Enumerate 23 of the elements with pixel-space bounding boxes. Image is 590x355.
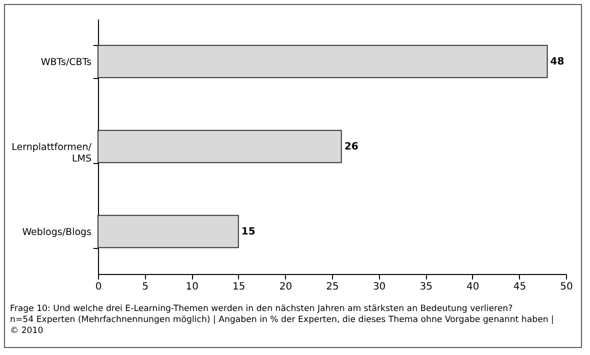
x-tick-label: 45 — [513, 282, 526, 292]
y-tick-label: Lernplattformen/ LMS — [12, 142, 92, 164]
y-tick-label: Weblogs/Blogs — [22, 227, 92, 238]
bar — [98, 130, 342, 164]
data-label: 26 — [344, 142, 358, 152]
text: © 2010 — [10, 326, 44, 337]
x-tick-label: 25 — [326, 282, 339, 292]
x-tick-label: 50 — [560, 282, 573, 292]
x-tick-label: 10 — [186, 282, 198, 292]
x-tick-label: 0 — [95, 282, 102, 292]
bar — [98, 214, 239, 248]
data-label: 15 — [241, 226, 256, 238]
data-label: 48 — [550, 56, 564, 68]
text: Frage 10: Und welche drei E-Learning-Themen werden in den nächsten Jahren am stärksten an Bedeutung verlieren? — [10, 304, 514, 315]
bar — [98, 44, 548, 78]
x-tick-label: 40 — [466, 282, 480, 292]
y-tick-label: WBTs/CBTs — [40, 57, 92, 68]
x-tick-label: 30 — [372, 282, 386, 292]
x-tick-label: 20 — [279, 282, 292, 292]
text: n=54 Experten (Mehrfachnennungen möglich) | Angaben in % der Experten, die dieses Thema ohne Vorgabe genannt haben | — [10, 315, 554, 326]
x-tick-label: 35 — [420, 282, 432, 292]
x-tick-label: 15 — [232, 282, 246, 292]
x-tick-label: 5 — [142, 282, 148, 292]
